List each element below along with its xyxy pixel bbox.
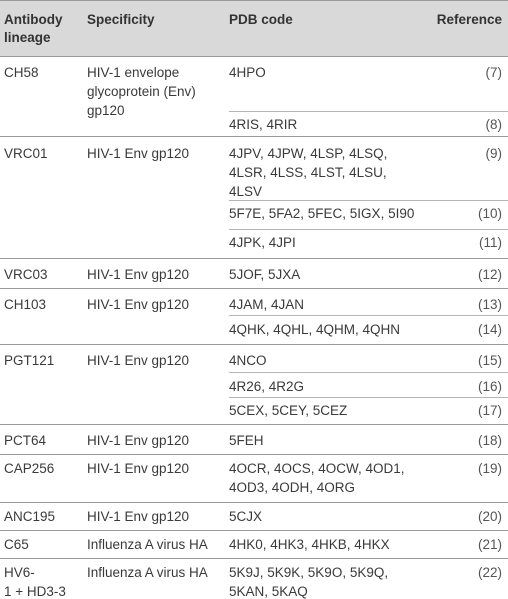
lineage-cell: VRC01 [4, 146, 48, 161]
specificity-cell: HIV-1 Env gp120 [87, 353, 190, 368]
specificity-cell: HIV-1 envelope glycoprotein (Env) gp120 [87, 65, 196, 118]
sub-divider [229, 111, 508, 112]
table-row-vrc01: VRC01 HIV-1 Env gp120 4JPV, 4JPW, 4LSP, … [0, 137, 508, 259]
reference-cell: (12) [477, 267, 502, 282]
pdb-cell: 4HPO [229, 65, 266, 80]
table-row-anc195: ANC195 HIV-1 Env gp120 5CJX (20) [0, 503, 508, 531]
table-row-hv6: HV6- 1 + HD3-3 Influenza A virus HA 5K9J, … [0, 559, 508, 599]
table-row-vrc03: VRC03 HIV-1 Env gp120 5JOF, 5JXA (12) [0, 259, 508, 289]
table-row-c65: C65 Influenza A virus HA 4HK0, 4HK3, 4HKB,… [0, 531, 508, 559]
pdb-cell: 5CEX, 5CEY, 5CEZ [229, 403, 348, 418]
specificity-cell: HIV-1 Env gp120 [87, 297, 190, 312]
lineage-cell: CH58 [4, 65, 39, 80]
pdb-cell: 5FEH [229, 433, 264, 448]
reference-cell: (20) [477, 509, 502, 524]
table-row-pct64: PCT64 HIV-1 Env gp120 5FEH (18) [0, 425, 508, 455]
specificity-cell: Influenza A virus HA [87, 537, 208, 552]
lineage-cell: PGT121 [4, 353, 55, 368]
pdb-cell: 5F7E, 5FA2, 5FEC, 5IGX, 5I90 [229, 206, 415, 221]
reference-cell: (22) [477, 565, 502, 580]
reference-cell: (19) [477, 461, 502, 476]
pdb-cell: 5CJX [229, 509, 263, 524]
reference-cell: (18) [477, 433, 502, 448]
pdb-cell: 5K9J, 5K9K, 5K9O, 5K9Q, 5KAN, 5KAQ [229, 565, 389, 599]
header-specificity: Specificity [87, 12, 155, 27]
lineage-cell: VRC03 [4, 267, 48, 282]
lineage-cell: CH103 [4, 297, 47, 312]
lineage-cell: C65 [4, 537, 29, 552]
reference-cell: (8) [485, 117, 503, 132]
reference-cell: (9) [485, 146, 503, 161]
header-reference: Reference [436, 12, 502, 27]
specificity-cell: HIV-1 Env gp120 [87, 433, 190, 448]
pdb-cell: 4RIS, 4RIR [229, 117, 298, 132]
table-row-cap256: CAP256 HIV-1 Env gp120 4OCR, 4OCS, 4OCW, 4… [0, 455, 508, 503]
reference-cell: (11) [478, 235, 502, 250]
sub-divider [229, 229, 508, 230]
specificity-cell: HIV-1 Env gp120 [87, 461, 190, 476]
specificity-cell: HIV-1 Env gp120 [87, 509, 190, 524]
reference-cell: (14) [477, 322, 502, 337]
sub-divider [229, 200, 508, 201]
specificity-cell: HIV-1 Env gp120 [87, 267, 190, 282]
pdb-cell: 4NCO [229, 353, 267, 368]
pdb-cell: 4QHK, 4QHL, 4QHM, 4QHN [229, 322, 401, 337]
sub-divider [229, 315, 508, 316]
pdb-cell: 4JPV, 4JPW, 4LSP, 4LSQ, 4LSR, 4LSS, 4LST… [229, 146, 388, 199]
pdb-cell: 4OCR, 4OCS, 4OCW, 4OD1, 4OD3, 4ODH, 4ORG [229, 461, 405, 495]
reference-cell: (7) [485, 65, 503, 80]
reference-cell: (15) [477, 353, 502, 368]
table-row-pgt121: PGT121 HIV-1 Env gp120 4NCO (15) 4R26, 4… [0, 345, 508, 425]
pdb-cell: 4R26, 4R2G [229, 379, 305, 394]
table-row-ch58: CH58 HIV-1 envelope glycoprotein (Env) g… [0, 57, 508, 137]
table-header: Antibody lineage Specificity PDB code Re… [0, 0, 508, 57]
table-row-ch103: CH103 HIV-1 Env gp120 4JAM, 4JAN (13) 4Q… [0, 289, 508, 345]
lineage-cell: PCT64 [4, 433, 47, 448]
sub-divider [229, 397, 508, 398]
reference-cell: (21) [477, 537, 502, 552]
reference-cell: (16) [477, 379, 502, 394]
sub-divider [229, 372, 508, 373]
lineage-cell: HV6- 1 + HD3-3 [4, 565, 66, 599]
reference-cell: (10) [477, 206, 502, 221]
pdb-cell: 4JPK, 4JPI [229, 235, 296, 250]
pdb-cell: 5JOF, 5JXA [229, 267, 301, 282]
reference-cell: (13) [477, 297, 502, 312]
specificity-cell: HIV-1 Env gp120 [87, 146, 190, 161]
specificity-cell: Influenza A virus HA [87, 565, 208, 580]
header-lineage: Antibody lineage [4, 12, 63, 45]
pdb-cell: 4HK0, 4HK3, 4HKB, 4HKX [229, 537, 390, 552]
lineage-cell: CAP256 [4, 461, 55, 476]
reference-cell: (17) [477, 403, 502, 418]
pdb-cell: 4JAM, 4JAN [229, 297, 305, 312]
header-pdb-code: PDB code [229, 12, 293, 27]
lineage-cell: ANC195 [4, 509, 56, 524]
